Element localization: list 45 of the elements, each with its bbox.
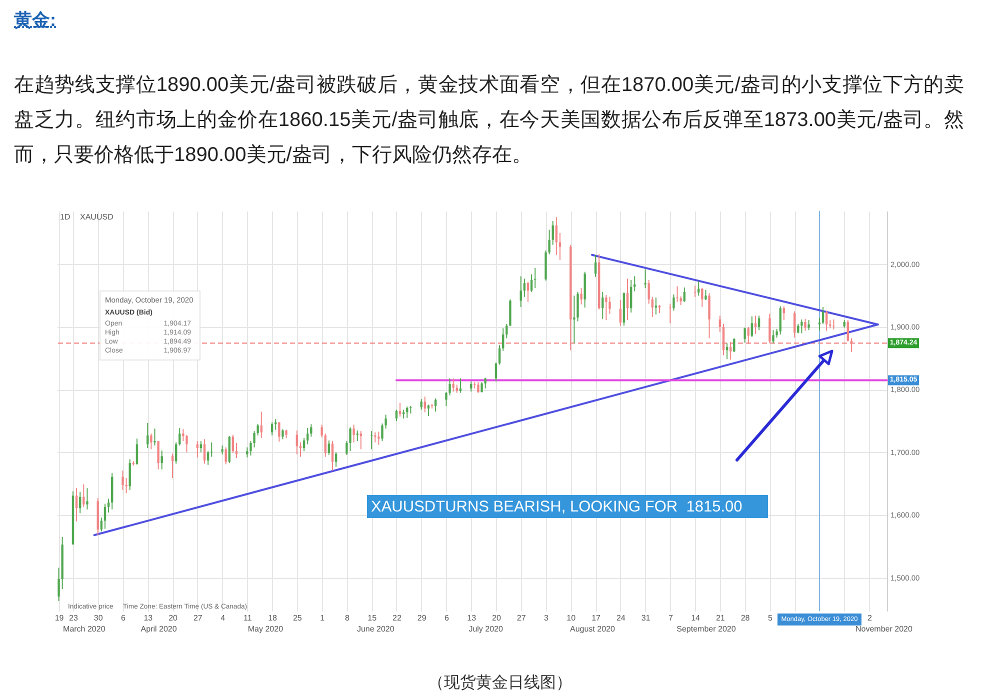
x-tick-label: 13 — [467, 614, 477, 622]
x-tick-label: 17 — [592, 614, 602, 622]
x-tick-label: 22 — [392, 614, 402, 622]
annotation: XAUUSDTURNS BEARISH, LOOKING FOR 1815.00 — [371, 498, 743, 516]
x-tick-label: 6 — [444, 614, 450, 622]
x2-tick-label: June 2020 — [356, 624, 395, 634]
x2-tick-label: March 2020 — [63, 624, 106, 634]
x2-tick-label: May 2020 — [248, 624, 284, 634]
annotation: XAUUSD — [80, 212, 114, 222]
x-tick-label: 27 — [193, 614, 203, 622]
x-tick-label: 20 — [492, 614, 502, 622]
chart-subtitle: 在趋势线支撑位1890.00美元/盎司被跌破后，黄金技术面看空，但在1870.00美元/盎司的小支撑位下方的卖盘乏力。纽约市场上的金价在1860.15美元/盎司触底，在今天美国数据公布后反弹至1873.00美元/盎司。然而，只要价格低于1890.00美元/盎司，下行风险仍然存在。 — [14, 73, 964, 168]
x-tick-label: 13 — [144, 614, 154, 622]
x-tick-label: 20 — [168, 614, 178, 622]
x-tick-label: 30 — [94, 614, 104, 622]
x-tick-label: 15 — [368, 614, 378, 622]
x-tick-label: 24 — [616, 614, 626, 622]
x-tick-label: 27 — [516, 614, 526, 622]
x-tick-label: 18 — [268, 614, 278, 622]
x-tick-label: 23 — [69, 614, 78, 622]
x-tick-label: 2 — [868, 614, 872, 622]
x-tick-label: 10 — [566, 614, 576, 622]
x2-tick-label: September 2020 — [676, 624, 736, 634]
x-tick-label: 21 — [716, 614, 726, 622]
x2-tick-label: July 2020 — [468, 624, 504, 634]
x-tick-label: 5 — [768, 614, 773, 622]
x2-tick-label: November 2020 — [855, 624, 913, 634]
x-tick-label: 8 — [344, 614, 350, 622]
text: （现货黄金日线图） — [428, 674, 572, 692]
x-tick-label: 6 — [121, 614, 126, 622]
x-tick-label: 4 — [220, 614, 226, 622]
x-tick-label: 7 — [668, 614, 674, 622]
x-tick-label: 31 — [641, 614, 651, 622]
x-tick-label: 28 — [740, 614, 750, 622]
x-tick-label: 11 — [244, 614, 252, 622]
chart-title: 黄金: — [14, 9, 56, 32]
x-tick-label: 14 — [691, 614, 701, 622]
annotation: 1D — [60, 212, 70, 222]
x-tick-label: 1 — [320, 614, 326, 622]
x2-tick-label: April 2020 — [140, 624, 178, 634]
x-tick-label: 19 — [54, 614, 64, 622]
x2-tick-label: August 2020 — [570, 624, 616, 634]
x-tick-label: 3 — [544, 614, 550, 622]
x-tick-label: 29 — [417, 614, 427, 622]
x-tick-label: 25 — [292, 614, 302, 622]
